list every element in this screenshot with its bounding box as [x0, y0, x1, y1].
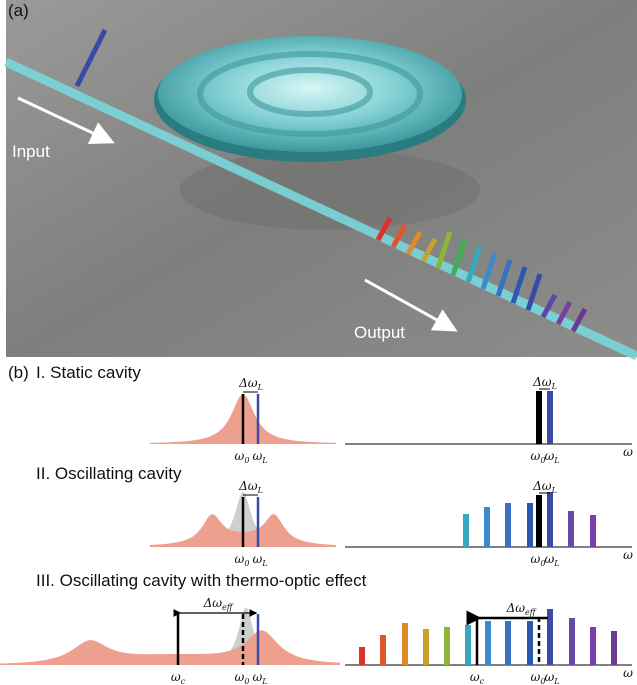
subscript: 0: [244, 677, 249, 685]
spectral-line: [485, 621, 491, 665]
symbol: ω: [252, 449, 262, 463]
symbol: ω: [623, 666, 633, 680]
symbol-label: ΔωL: [238, 479, 263, 495]
spectral-line: [536, 391, 542, 444]
subscript: L: [257, 383, 263, 392]
symbol-label: ωL: [252, 670, 267, 685]
symbol-label: Δωeff: [506, 601, 537, 617]
symbol-label: ω0: [235, 670, 250, 685]
spectral-line: [590, 515, 596, 547]
subscript: L: [261, 559, 267, 568]
spectrum: [0, 630, 340, 665]
subscript: L: [257, 486, 263, 495]
symbol: ω: [252, 552, 262, 566]
spectral-line: [380, 635, 386, 665]
symbol: ω: [623, 548, 633, 562]
symbol-label: ωL: [544, 449, 559, 465]
spectral-line: [359, 647, 365, 665]
spectral-line: [527, 503, 533, 547]
subscript: L: [261, 456, 267, 465]
spectral-line: [402, 623, 408, 665]
subscript: L: [553, 677, 559, 685]
spectral-line: [547, 391, 553, 444]
symbol: ω: [235, 449, 245, 463]
symbol-label: ωL: [252, 552, 267, 568]
symbol-label: ωc: [171, 670, 186, 685]
spectral-line: [444, 627, 450, 665]
output-label: Output: [354, 323, 405, 342]
spectral-line: [569, 618, 575, 665]
subscript: c: [480, 677, 485, 685]
symbol-label: ω0: [531, 670, 546, 685]
symbol: ω: [252, 670, 262, 684]
spectral-line: [463, 514, 469, 547]
symbol-label: ω: [623, 445, 633, 459]
symbol-label: ω: [623, 548, 633, 562]
symbol-label: ω0: [531, 552, 546, 568]
symbol: ω: [235, 552, 245, 566]
symbol: ω: [531, 552, 541, 566]
spectral-line: [568, 511, 574, 547]
symbol: ω: [235, 670, 245, 684]
spectral-line: [505, 503, 511, 547]
subscript: L: [261, 677, 267, 685]
spectral-line: [536, 495, 542, 547]
panel-label: (b): [8, 363, 29, 382]
panel-label: (a): [8, 1, 29, 20]
symbol: Δω: [532, 375, 552, 389]
subscript: L: [553, 456, 559, 465]
symbol-label: ωL: [544, 552, 559, 568]
spectral-line: [527, 621, 533, 665]
symbol: ω: [544, 670, 554, 684]
symbol-label: ΔωL: [238, 376, 263, 392]
symbol-label: ω0: [235, 552, 250, 568]
symbol-label: ΔωL: [532, 479, 557, 495]
symbol-label: Δωeff: [203, 596, 234, 612]
input-label: Input: [12, 142, 50, 161]
symbol: ω: [531, 670, 541, 684]
subscript: L: [551, 382, 557, 391]
symbol: Δω: [238, 376, 258, 390]
subscript: 0: [244, 559, 249, 568]
spectral-line: [611, 631, 617, 665]
symbol-label: ωL: [252, 449, 267, 465]
subscript: L: [551, 486, 557, 495]
symbol-label: ωL: [544, 670, 559, 685]
symbol: Δω: [532, 479, 552, 493]
symbol: Δω: [506, 601, 526, 615]
spectral-line: [590, 627, 596, 665]
symbol: ω: [623, 445, 633, 459]
spectral-line: [484, 507, 490, 547]
row-title: III. Oscillating cavity with thermo-opti…: [36, 571, 367, 590]
figure: (a) Input Output (b) I. Static cavity II…: [0, 0, 637, 685]
spectral-line: [505, 621, 511, 665]
spectral-line: [465, 625, 471, 665]
symbol-label: ΔωL: [532, 375, 557, 391]
subscript: eff: [222, 603, 234, 612]
symbol: ω: [544, 449, 554, 463]
subscript: c: [181, 677, 186, 685]
symbol: Δω: [238, 479, 258, 493]
symbol-label: ω0: [531, 449, 546, 465]
row-title: II. Oscillating cavity: [36, 464, 182, 483]
symbol: ω: [544, 552, 554, 566]
symbol: ω: [531, 449, 541, 463]
symbol: ω: [171, 670, 181, 684]
subscript: 0: [244, 456, 249, 465]
symbol: Δω: [203, 596, 223, 610]
spectral-line: [423, 629, 429, 665]
subscript: eff: [525, 608, 537, 617]
symbol-label: ω0: [235, 449, 250, 465]
symbol: ω: [470, 670, 480, 684]
symbol-label: ωc: [470, 670, 485, 685]
spectral-line: [547, 492, 553, 547]
subscript: L: [553, 559, 559, 568]
row-title: I. Static cavity: [36, 363, 141, 382]
symbol-label: ω: [623, 666, 633, 680]
